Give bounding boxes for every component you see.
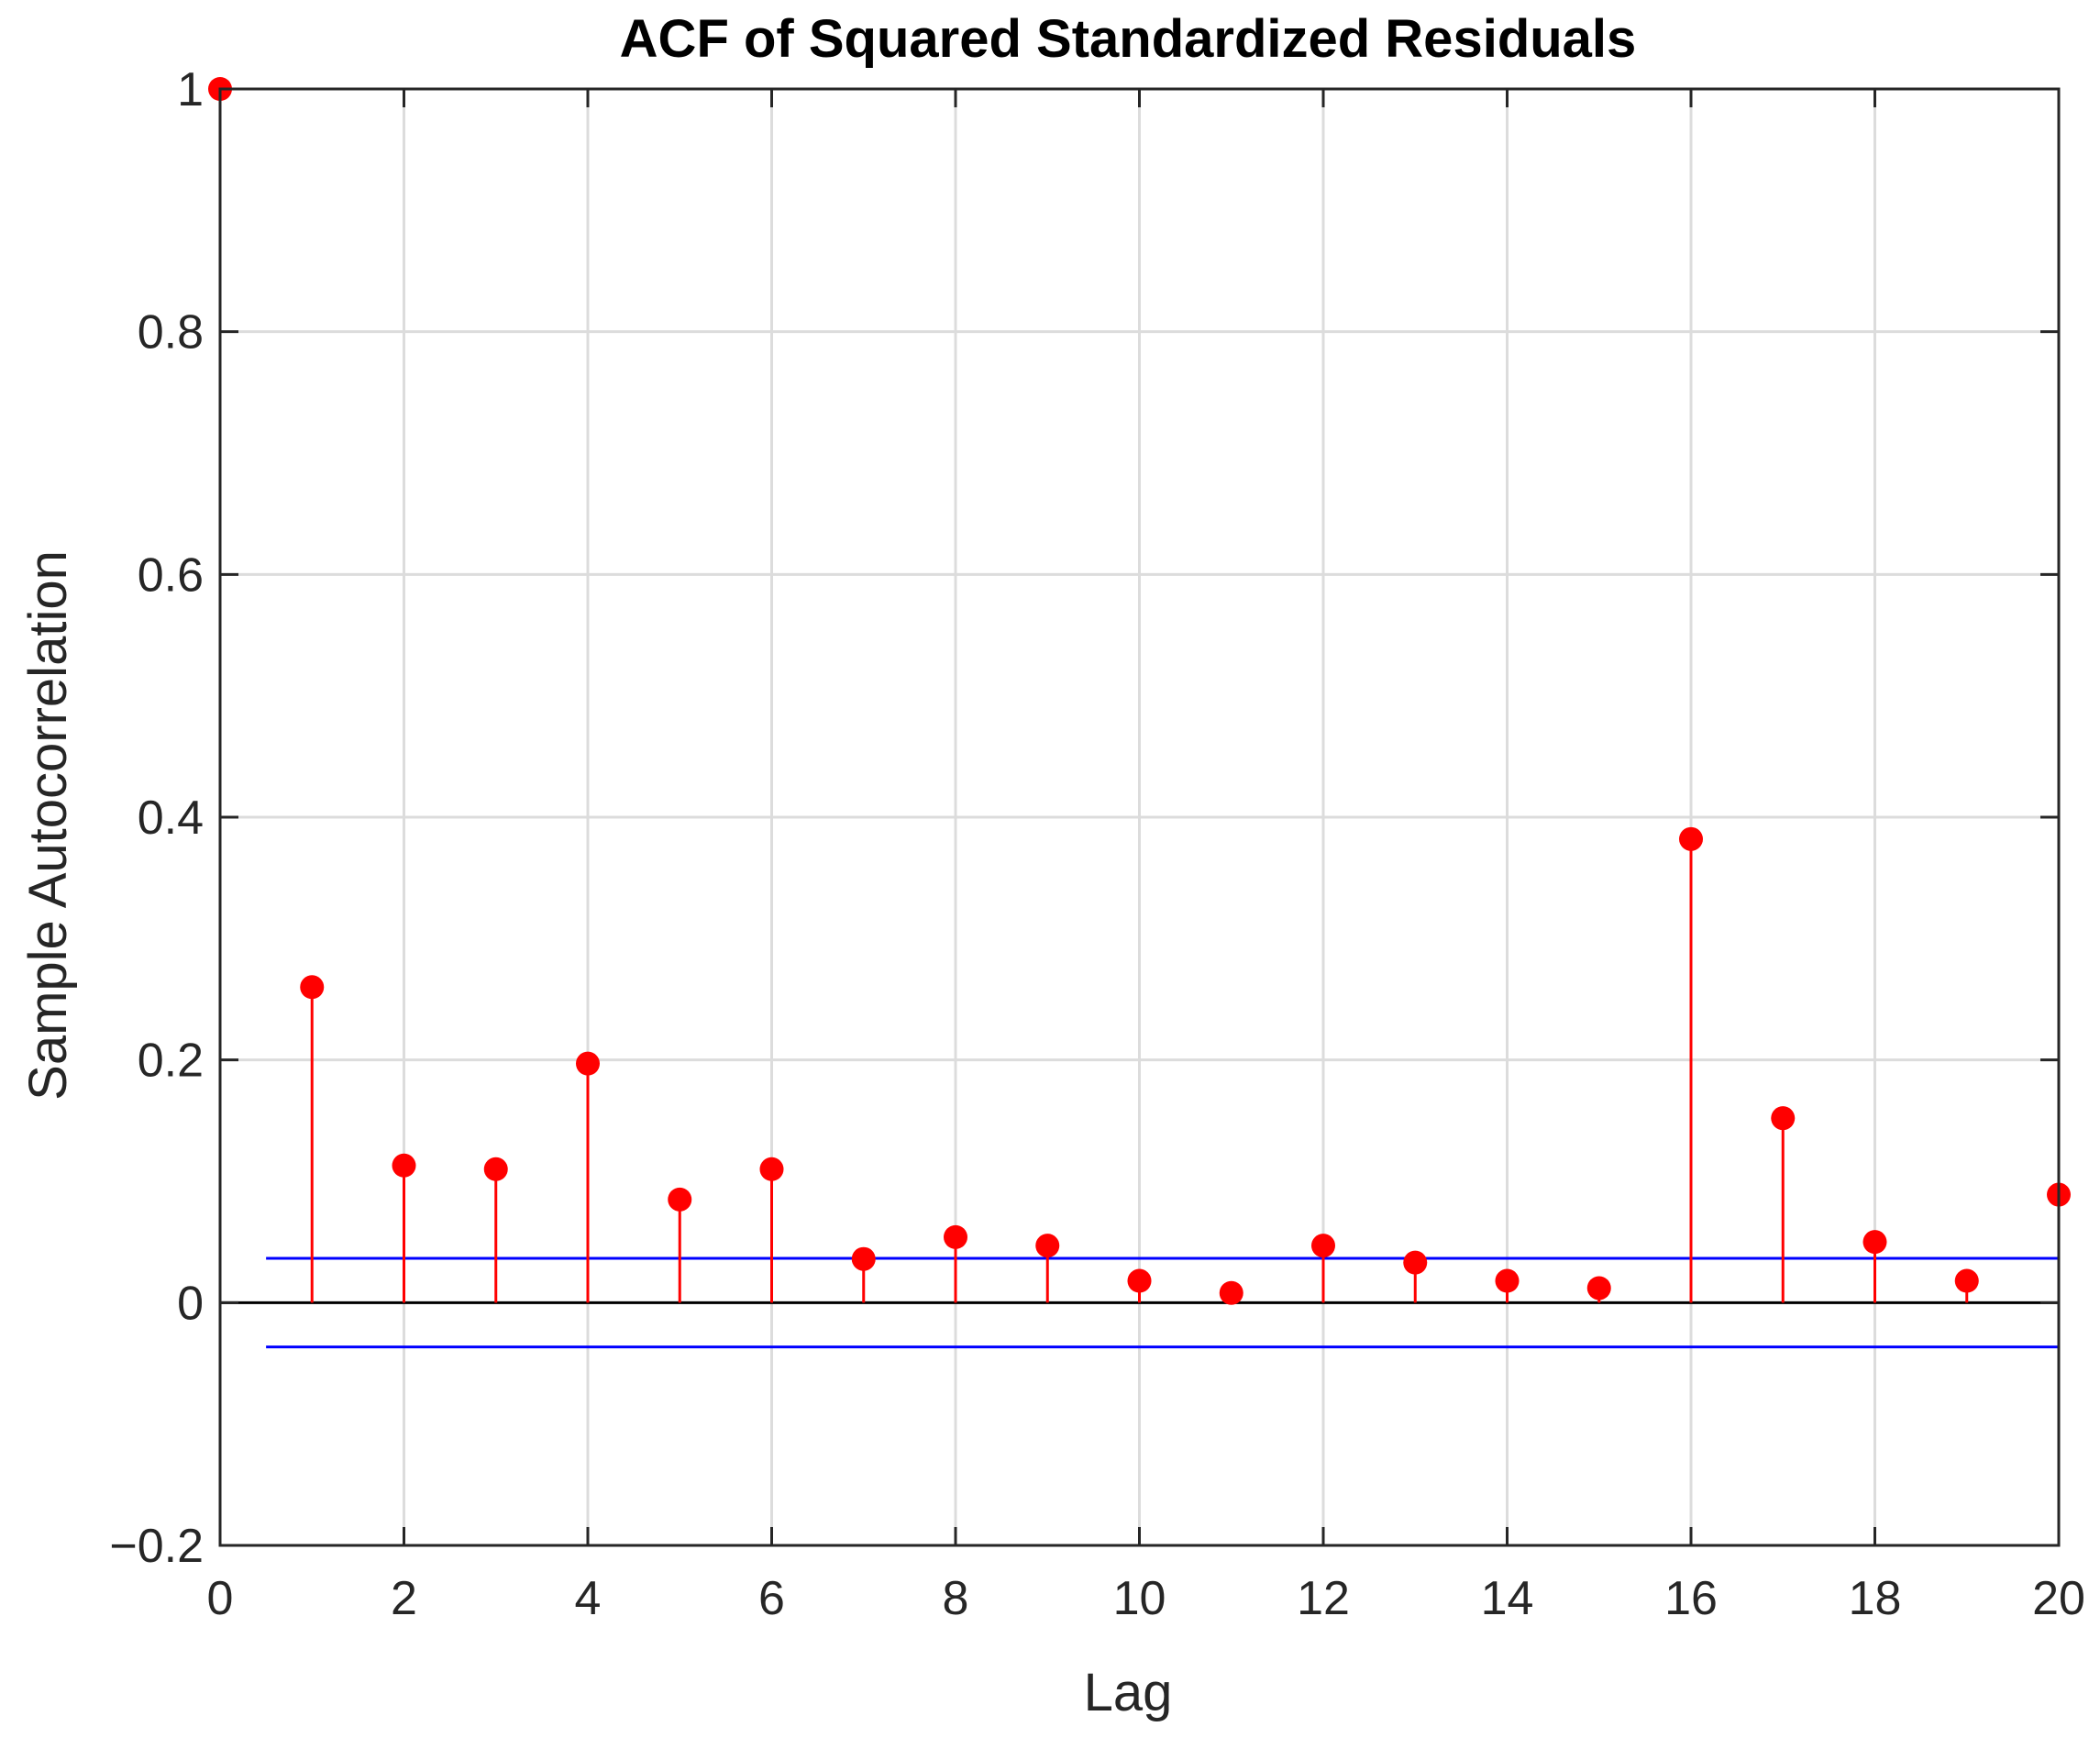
- x-tick-label: 4: [575, 1572, 602, 1625]
- stem-marker: [1679, 826, 1703, 851]
- acf-stem-lag-6: [759, 1157, 784, 1303]
- grid-lines: [218, 87, 2061, 1547]
- y-axis-label: Sample Autocorrelation: [18, 550, 78, 1101]
- stem-marker: [1311, 1234, 1335, 1258]
- y-tick-label: 0.2: [138, 1035, 204, 1088]
- y-tick-label: 0: [177, 1277, 204, 1330]
- stem-marker: [576, 1051, 600, 1076]
- stem-marker: [668, 1187, 692, 1212]
- stem-marker: [300, 975, 325, 1000]
- x-tick-label: 8: [943, 1572, 969, 1625]
- acf-stem-lag-10: [1127, 1268, 1152, 1303]
- acf-stem-lag-7: [851, 1246, 876, 1303]
- acf-stem-lag-1: [300, 975, 325, 1303]
- axes-box: [218, 87, 2061, 1547]
- y-tick-label: 0.4: [138, 791, 204, 845]
- acf-stem-lag-2: [392, 1153, 416, 1303]
- stem-marker: [1127, 1268, 1152, 1293]
- x-tick-label: 6: [758, 1572, 785, 1625]
- y-tick-label: −0.2: [109, 1520, 204, 1573]
- stem-marker: [1586, 1276, 1611, 1301]
- stem-marker: [1403, 1250, 1428, 1275]
- chart-title: ACF of Squared Standardized Residuals: [620, 9, 1637, 69]
- acf-stem-lag-17: [1771, 1106, 1796, 1303]
- acf-stem-lag-19: [1954, 1268, 1979, 1303]
- stem-marker: [483, 1157, 508, 1181]
- x-tick-label: 16: [1664, 1572, 1718, 1625]
- acf-stem-lag-9: [1035, 1234, 1060, 1303]
- acf-stem-lag-4: [576, 1051, 600, 1303]
- acf-stem-lag-13: [1403, 1250, 1428, 1303]
- x-tick-label: 10: [1113, 1572, 1166, 1625]
- x-tick-label: 14: [1481, 1572, 1534, 1625]
- x-tick-label: 2: [391, 1572, 417, 1625]
- stem-marker: [759, 1157, 784, 1181]
- acf-stem-lag-11: [1219, 1280, 1243, 1305]
- acf-stem-lag-15: [1586, 1276, 1611, 1303]
- tick-labels: 0 2 4 6 8 10 12 14 16 18 20−0.200.20.40.60.81: [109, 63, 2085, 1625]
- stem-marker: [1219, 1280, 1243, 1305]
- stem-marker: [392, 1153, 416, 1178]
- y-tick-label: 1: [177, 63, 204, 116]
- y-tick-label: 0.6: [138, 548, 204, 602]
- x-tick-label: 20: [2032, 1572, 2085, 1625]
- stem-marker: [1862, 1230, 1887, 1255]
- x-tick-label: 12: [1297, 1572, 1350, 1625]
- stem-marker: [944, 1224, 967, 1249]
- stem-marker: [1035, 1234, 1060, 1258]
- stem-marker: [851, 1246, 876, 1271]
- acf-stem-lag-3: [483, 1157, 508, 1303]
- stem-marker: [1771, 1106, 1796, 1131]
- acf-stem-lag-16: [1679, 826, 1703, 1303]
- acf-stem-lag-8: [944, 1224, 967, 1303]
- stem-marker: [1954, 1268, 1979, 1293]
- x-axis-label: Lag: [1084, 1663, 1173, 1722]
- x-tick-label: 18: [1849, 1572, 1902, 1625]
- acf-stem-lag-12: [1311, 1234, 1335, 1303]
- confidence-bounds: [266, 1256, 2059, 1349]
- acf-stem-lag-18: [1862, 1230, 1887, 1303]
- acf-stem-lag-14: [1495, 1268, 1520, 1303]
- y-tick-label: 0.8: [138, 306, 204, 360]
- stem-marker: [1495, 1268, 1520, 1293]
- acf-stem-lag-5: [668, 1187, 692, 1303]
- x-tick-label: 0: [207, 1572, 234, 1625]
